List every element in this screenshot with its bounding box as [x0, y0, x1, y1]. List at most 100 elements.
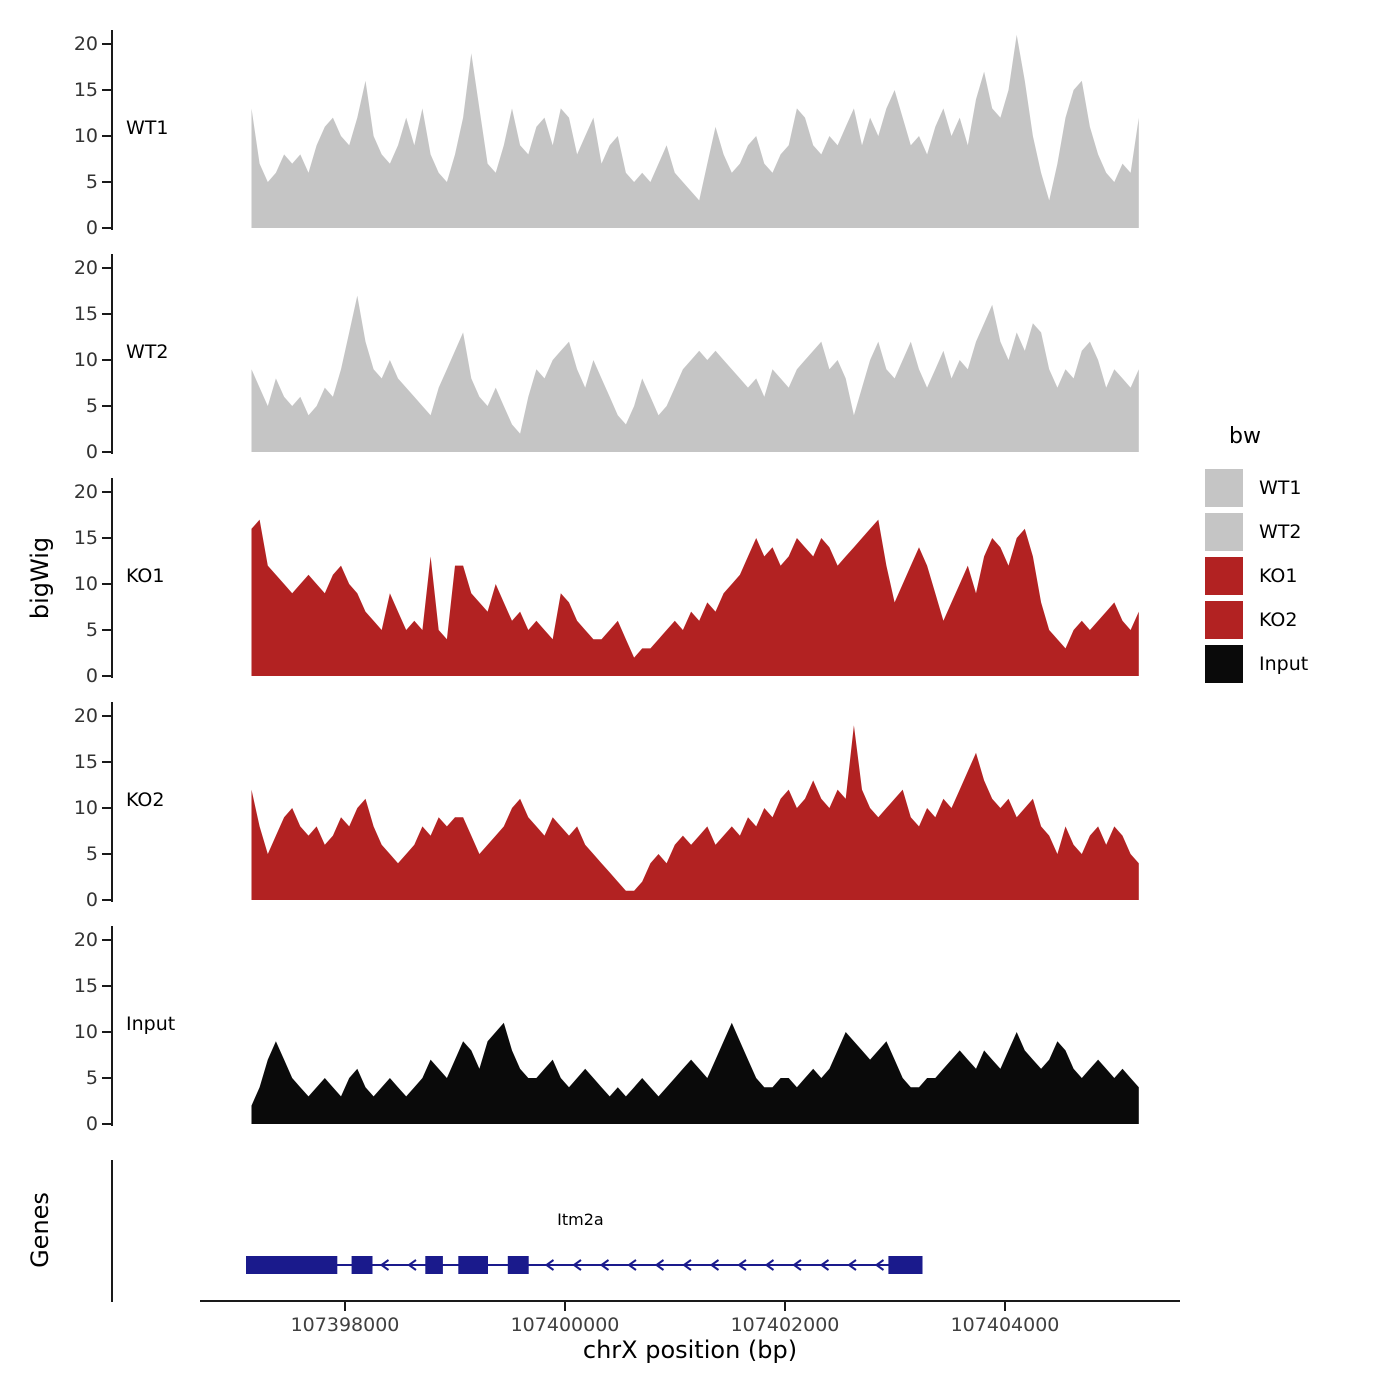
- y-tick-mark-wt1: [102, 227, 111, 229]
- coverage-fill-wt2: [251, 295, 1139, 452]
- x-tick-label: 107402000: [730, 1314, 840, 1336]
- y-tick-label-ko2: 5: [85, 843, 98, 865]
- y-tick-mark-input: [102, 1123, 111, 1125]
- gene-strand-arrow-icon: [627, 1259, 637, 1271]
- y-tick-label-ko1: 0: [85, 665, 98, 687]
- y-tick-mark-wt2: [102, 451, 111, 453]
- legend-swatch-wt2: [1205, 513, 1243, 551]
- gene-strand-arrow-icon: [572, 1259, 582, 1271]
- x-tick-label: 107398000: [290, 1314, 400, 1336]
- gene-name-label: Itm2a: [557, 1210, 604, 1229]
- coverage-fill-ko1: [251, 519, 1139, 676]
- y-axis-line-input: [111, 926, 113, 1126]
- gene-strand-arrow-icon: [764, 1259, 775, 1271]
- y-tick-label-wt2: 15: [73, 303, 98, 325]
- x-axis-title: chrX position (bp): [582, 1336, 798, 1364]
- y-tick-mark-wt2: [102, 313, 111, 315]
- legend-items: WT1 WT2 KO1 KO2 Input: [1205, 469, 1308, 683]
- genes-axis-line: [111, 1160, 113, 1302]
- y-axis-line-wt2: [111, 254, 113, 454]
- y-tick-label-ko1: 5: [85, 619, 98, 641]
- y-tick-label-ko2: 20: [73, 705, 98, 727]
- coverage-area-input: [251, 1022, 1139, 1124]
- gene-exon-3: [425, 1256, 443, 1274]
- y-tick-mark-input: [102, 1077, 111, 1079]
- y-tick-label-wt2: 5: [85, 395, 98, 417]
- y-tick-mark-ko1: [102, 629, 111, 631]
- y-tick-mark-ko1: [102, 537, 111, 539]
- x-axis-line: [200, 1300, 1180, 1302]
- y-axis-line-wt1: [111, 30, 113, 230]
- y-tick-label-wt2: 20: [73, 257, 98, 279]
- y-tick-label-ko1: 10: [73, 573, 98, 595]
- gene-strand-arrow-icon: [599, 1259, 610, 1271]
- y-tick-label-ko2: 0: [85, 889, 98, 911]
- coverage-fill-ko2: [251, 725, 1139, 900]
- track-panel-ko2: 0 5 10 15 20 KO2: [0, 702, 1180, 911]
- y-tick-mark-wt2: [102, 359, 111, 361]
- y-tick-label-input: 15: [73, 975, 98, 997]
- y-tick-mark-ko2: [102, 807, 111, 809]
- y-tick-label-wt2: 0: [85, 441, 98, 463]
- gene-strand-arrow-icon: [682, 1259, 692, 1271]
- x-tick-mark: [784, 1302, 786, 1311]
- y-tick-mark-ko2: [102, 899, 111, 901]
- legend-label-wt2: WT2: [1259, 521, 1302, 543]
- y-tick-label-wt2: 10: [73, 349, 98, 371]
- gene-strand-arrow-icon: [737, 1259, 747, 1271]
- gene-strand-arrow-icon: [792, 1259, 802, 1271]
- legend-swatch-input: [1205, 645, 1243, 683]
- y-tick-mark-input: [102, 939, 111, 941]
- y-tick-mark-wt1: [102, 43, 111, 45]
- gene-strand-arrow-icon: [847, 1259, 857, 1271]
- gene-exon-6: [888, 1256, 923, 1274]
- track-panel-wt2: 0 5 10 15 20 WT2: [0, 254, 1180, 463]
- y-tick-mark-wt1: [102, 89, 111, 91]
- coverage-area-wt1: [251, 34, 1139, 228]
- legend-item-wt2: WT2: [1205, 513, 1308, 551]
- gene-exon-1: [246, 1256, 338, 1274]
- legend-swatch-ko2: [1205, 601, 1243, 639]
- track-panel-ko1: 0 5 10 15 20 KO1: [0, 478, 1180, 687]
- y-tick-mark-ko1: [102, 675, 111, 677]
- gene-model: [246, 1256, 923, 1274]
- legend: bw WT1 WT2 KO1 KO2 Input: [1205, 424, 1308, 689]
- y-tick-mark-wt1: [102, 135, 111, 137]
- x-tick-label: 107400000: [510, 1314, 620, 1336]
- legend-label-ko2: KO2: [1259, 609, 1298, 631]
- x-tick-mark: [564, 1302, 566, 1311]
- gene-strand-arrow-icon: [407, 1259, 417, 1271]
- y-tick-label-input: 5: [85, 1067, 98, 1089]
- track-panel-input: 0 5 10 15 20 Input: [0, 926, 1180, 1135]
- y-tick-mark-wt2: [102, 405, 111, 407]
- legend-title: bw: [1229, 424, 1261, 449]
- y-tick-label-wt1: 10: [73, 125, 98, 147]
- track-name-label-ko1: KO1: [126, 565, 165, 587]
- legend-label-wt1: WT1: [1259, 477, 1302, 499]
- y-tick-label-ko2: 10: [73, 797, 98, 819]
- gene-exon-2: [351, 1256, 373, 1274]
- y-tick-label-wt1: 5: [85, 171, 98, 193]
- track-name-label-wt2: WT2: [126, 341, 169, 363]
- y-tick-mark-ko2: [102, 853, 111, 855]
- legend-label-input: Input: [1259, 653, 1309, 675]
- track-name-label-ko2: KO2: [126, 789, 165, 811]
- track-name-label-input: Input: [126, 1013, 176, 1035]
- gene-strand-arrow-icon: [379, 1259, 390, 1271]
- y-tick-mark-ko1: [102, 491, 111, 493]
- y-tick-mark-wt1: [102, 181, 111, 183]
- coverage-area-ko2: [251, 725, 1139, 900]
- legend-item-input: Input: [1205, 645, 1308, 683]
- coverage-fill-wt1: [251, 34, 1139, 228]
- gene-strand-arrow-icon: [654, 1259, 665, 1271]
- legend-swatch-wt1: [1205, 469, 1243, 507]
- coverage-area-wt2: [251, 295, 1139, 452]
- y-tick-label-ko1: 20: [73, 481, 98, 503]
- y-tick-label-wt1: 0: [85, 217, 98, 239]
- legend-item-ko2: KO2: [1205, 601, 1308, 639]
- y-tick-mark-ko2: [102, 715, 111, 717]
- track-name-label-wt1: WT1: [126, 117, 169, 139]
- y-tick-mark-ko1: [102, 583, 111, 585]
- y-axis-line-ko1: [111, 478, 113, 678]
